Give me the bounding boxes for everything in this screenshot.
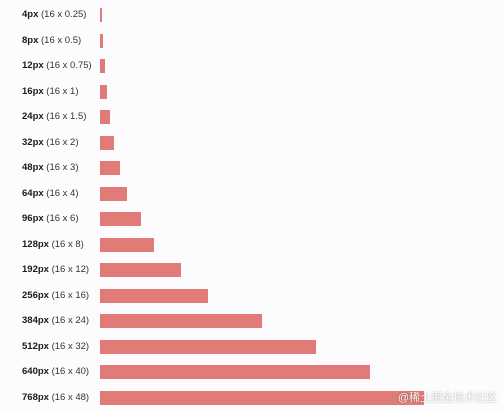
scale-label: 12px (16 x 0.75) xyxy=(22,56,92,76)
scale-bar xyxy=(100,59,105,73)
scale-bar xyxy=(100,110,110,124)
scale-calculation: (16 x 0.25) xyxy=(38,9,87,20)
scale-row: 96px (16 x 6) xyxy=(0,209,503,229)
scale-label: 48px (16 x 3) xyxy=(22,158,79,178)
scale-row: 12px (16 x 0.75) xyxy=(0,56,503,76)
scale-bar xyxy=(100,161,120,175)
scale-calculation: (16 x 12) xyxy=(48,264,90,275)
scale-px-value: 32px xyxy=(22,136,44,148)
scale-label: 4px (16 x 0.25) xyxy=(22,5,86,25)
scale-px-value: 4px xyxy=(22,9,39,20)
scale-px-value: 12px xyxy=(22,60,44,71)
scale-label: 192px (16 x 12) xyxy=(22,260,89,280)
scale-calculation: (16 x 4) xyxy=(43,187,79,199)
scale-row: 4px (16 x 0.25) xyxy=(0,5,503,25)
scale-row: 384px (16 x 24) xyxy=(0,311,503,331)
scale-row: 640px (16 x 40) xyxy=(0,362,503,382)
scale-px-value: 640px xyxy=(22,366,49,377)
scale-px-value: 768px xyxy=(22,391,49,403)
scale-label: 768px (16 x 48) xyxy=(22,388,89,408)
scale-row: 256px (16 x 16) xyxy=(0,286,503,306)
scale-row: 24px (16 x 1.5) xyxy=(0,107,503,127)
scale-label: 24px (16 x 1.5) xyxy=(22,107,86,127)
scale-label: 16px (16 x 1) xyxy=(22,82,79,102)
scale-calculation: (16 x 32) xyxy=(48,340,90,352)
scale-px-value: 48px xyxy=(22,162,44,173)
scale-row: 192px (16 x 12) xyxy=(0,260,503,280)
scale-calculation: (16 x 1.5) xyxy=(43,111,87,122)
scale-bar xyxy=(100,8,102,22)
watermark-text: @稀土掘金技术社区 xyxy=(397,392,497,404)
scale-label: 256px (16 x 16) xyxy=(22,286,89,306)
scale-row: 8px (16 x 0.5) xyxy=(0,31,503,51)
scale-bar xyxy=(100,84,107,99)
scale-calculation: (16 x 40) xyxy=(48,366,90,377)
scale-row: 16px (16 x 1) xyxy=(0,82,503,102)
scale-calculation: (16 x 16) xyxy=(48,289,90,301)
scale-bar xyxy=(100,33,103,48)
scale-px-value: 16px xyxy=(22,85,44,97)
scale-px-value: 24px xyxy=(22,111,44,122)
scale-calculation: (16 x 6) xyxy=(43,213,79,224)
scale-label: 32px (16 x 2) xyxy=(22,133,79,153)
scale-bar xyxy=(100,365,370,379)
scale-label: 384px (16 x 24) xyxy=(22,311,89,331)
scale-bar xyxy=(100,339,316,354)
scale-px-value: 256px xyxy=(22,289,49,301)
scale-calculation: (16 x 1) xyxy=(43,85,79,97)
scale-px-value: 512px xyxy=(22,340,49,352)
scale-row: 768px (16 x 48) xyxy=(0,388,503,408)
scale-bar xyxy=(100,186,127,201)
scale-label: 512px (16 x 32) xyxy=(22,337,89,357)
scale-bar xyxy=(100,135,114,150)
scale-row: 64px (16 x 4) xyxy=(0,184,503,204)
scale-row: 512px (16 x 32) xyxy=(0,337,503,357)
scale-calculation: (16 x 3) xyxy=(43,162,79,173)
scale-calculation: (16 x 2) xyxy=(43,136,79,148)
scale-label: 8px (16 x 0.5) xyxy=(22,31,81,51)
scale-px-value: 8px xyxy=(22,34,39,46)
scale-px-value: 64px xyxy=(22,187,44,199)
scale-bar xyxy=(100,212,141,226)
scale-row: 32px (16 x 2) xyxy=(0,133,503,153)
scale-bar xyxy=(100,237,154,252)
scale-label: 128px (16 x 8) xyxy=(22,235,84,255)
scale-calculation: (16 x 24) xyxy=(48,315,90,326)
scale-bar xyxy=(100,288,208,303)
scale-bar xyxy=(100,390,424,405)
scale-calculation: (16 x 0.75) xyxy=(43,60,92,71)
scale-px-value: 128px xyxy=(22,238,49,250)
scale-label: 96px (16 x 6) xyxy=(22,209,79,229)
scale-px-value: 192px xyxy=(22,264,49,275)
scale-label: 64px (16 x 4) xyxy=(22,184,79,204)
scale-row: 128px (16 x 8) xyxy=(0,235,503,255)
scale-label: 640px (16 x 40) xyxy=(22,362,89,382)
scale-calculation: (16 x 0.5) xyxy=(38,34,82,46)
scale-px-value: 96px xyxy=(22,213,44,224)
scale-bar xyxy=(100,314,262,328)
scale-calculation: (16 x 8) xyxy=(48,238,84,250)
scale-calculation: (16 x 48) xyxy=(48,391,90,403)
scale-px-value: 384px xyxy=(22,315,49,326)
scale-bar xyxy=(100,263,181,277)
scale-row: 48px (16 x 3) xyxy=(0,158,503,178)
